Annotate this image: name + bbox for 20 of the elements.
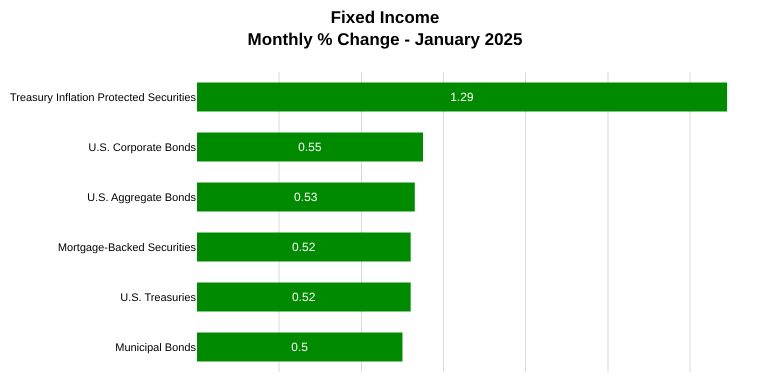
y-tick-label: Municipal Bonds bbox=[115, 342, 196, 354]
bar bbox=[197, 232, 411, 262]
data-label: 0.52 bbox=[292, 290, 316, 304]
data-label: 1.29 bbox=[450, 90, 474, 104]
y-tick-label: U.S. Treasuries bbox=[120, 292, 196, 304]
data-label: 0.52 bbox=[292, 240, 316, 254]
y-tick-label: Mortgage-Backed Securities bbox=[58, 242, 196, 254]
bar bbox=[197, 132, 424, 162]
bar bbox=[197, 182, 415, 212]
y-tick-label: U.S. Corporate Bonds bbox=[88, 142, 196, 154]
y-tick-label: U.S. Aggregate Bonds bbox=[87, 192, 196, 204]
bar bbox=[197, 82, 728, 112]
bar bbox=[197, 332, 402, 362]
y-tick-label: Treasury Inflation Protected Securities bbox=[10, 92, 196, 104]
chart-title: Fixed Income bbox=[330, 8, 440, 28]
chart-subtitle: Monthly % Change - January 2025 bbox=[248, 30, 522, 50]
data-label: 0.53 bbox=[294, 190, 318, 204]
data-label: 0.5 bbox=[291, 340, 308, 354]
data-label: 0.55 bbox=[298, 140, 322, 154]
bar bbox=[197, 282, 411, 312]
